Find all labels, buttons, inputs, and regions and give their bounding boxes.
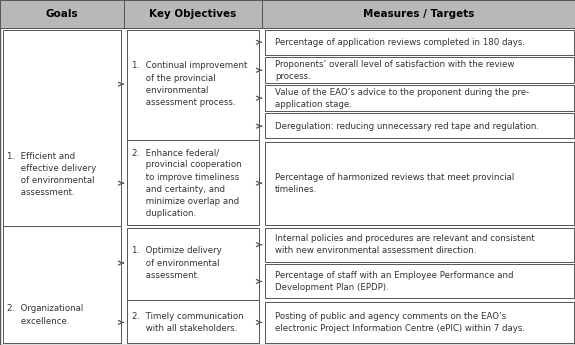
- Bar: [264, 264, 574, 298]
- Text: 2.  Enhance federal/
     provincial cooperation
     to improve timeliness
    : 2. Enhance federal/ provincial cooperati…: [132, 148, 242, 218]
- Bar: [126, 140, 259, 225]
- Bar: [264, 85, 574, 111]
- Bar: [126, 300, 259, 343]
- Text: Key Objectives: Key Objectives: [149, 9, 236, 19]
- Text: 1.  Efficient and
     effective delivery
     of environmental
     assessment.: 1. Efficient and effective delivery of e…: [7, 152, 96, 197]
- Bar: [264, 302, 574, 343]
- Bar: [0, 0, 124, 28]
- Text: Proponents’ overall level of satisfaction with the review
process.: Proponents’ overall level of satisfactio…: [275, 60, 514, 81]
- Bar: [3, 226, 121, 343]
- Text: Goals: Goals: [45, 9, 78, 19]
- Text: 2.  Organizational
     excellence.: 2. Organizational excellence.: [7, 304, 83, 326]
- Text: Internal policies and procedures are relevant and consistent
with new environmen: Internal policies and procedures are rel…: [275, 234, 535, 255]
- Bar: [3, 30, 121, 226]
- Text: 1.  Optimize delivery
     of environmental
     assessment.: 1. Optimize delivery of environmental as…: [132, 246, 222, 280]
- Text: Percentage of application reviews completed in 180 days.: Percentage of application reviews comple…: [275, 38, 525, 47]
- Bar: [264, 30, 574, 56]
- Text: 1.  Continual improvement
     of the provincial
     environmental
     assessm: 1. Continual improvement of the provinci…: [132, 61, 248, 107]
- Text: Percentage of staff with an Employee Performance and
Development Plan (EPDP).: Percentage of staff with an Employee Per…: [275, 271, 513, 292]
- Bar: [264, 57, 574, 83]
- Text: 2.  Timely communication
     with all stakeholders.: 2. Timely communication with all stakeho…: [132, 312, 244, 333]
- Bar: [264, 113, 574, 138]
- Bar: [264, 142, 574, 225]
- Bar: [262, 0, 575, 28]
- Text: Posting of public and agency comments on the EAO’s
electronic Project Informatio: Posting of public and agency comments on…: [275, 312, 525, 333]
- Text: Value of the EAO’s advice to the proponent during the pre-
application stage.: Value of the EAO’s advice to the propone…: [275, 88, 529, 109]
- Text: Deregulation: reducing unnecessary red tape and regulation.: Deregulation: reducing unnecessary red t…: [275, 122, 539, 131]
- Bar: [124, 0, 262, 28]
- Text: Percentage of harmonized reviews that meet provincial
timelines.: Percentage of harmonized reviews that me…: [275, 172, 514, 194]
- Text: Measures / Targets: Measures / Targets: [363, 9, 474, 19]
- Bar: [264, 228, 574, 262]
- Bar: [126, 30, 259, 140]
- Bar: [126, 228, 259, 300]
